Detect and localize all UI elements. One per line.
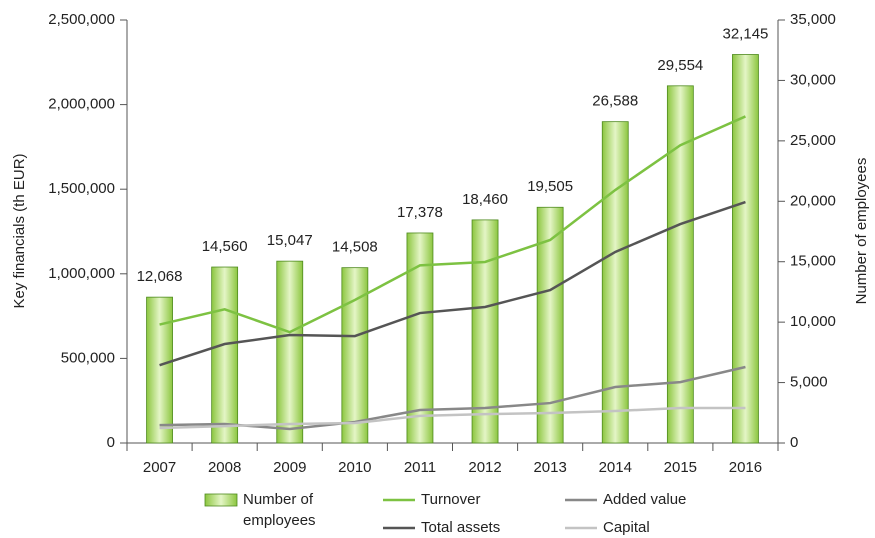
bar-value-label: 26,588 [592,93,638,110]
bar-value-label: 32,145 [723,25,769,42]
bar [211,266,239,444]
x-tick-label: 2016 [729,459,762,476]
y-axis-title: Key financials (th EUR) [11,153,28,308]
bar-value-label: 29,554 [657,57,703,74]
y-tick-label: 2,000,000 [48,96,115,113]
bar [341,267,369,444]
y2-tick-label: 5,000 [790,374,828,391]
line [159,365,746,431]
bar [146,296,173,444]
bar-value-label: 14,560 [202,238,248,255]
y2-tick-label: 35,000 [790,11,836,28]
bar [601,121,629,444]
x-tick-label: 2013 [533,459,566,476]
line [159,115,746,334]
x-tick-label: 2010 [338,459,371,476]
y2-tick-label: 10,000 [790,313,836,330]
y-tick-label: 0 [107,434,115,451]
x-tick-label: 2015 [664,459,697,476]
x-tick-label: 2012 [468,459,501,476]
x-tick-label: 2008 [208,459,241,476]
line [159,200,746,367]
x-tick-label: 2014 [599,459,632,476]
y2-tick-label: 0 [790,434,798,451]
bar-value-label: 19,505 [527,178,573,195]
x-tick-label: 2011 [404,459,436,476]
legend-label: Capital [603,519,650,536]
bar-value-label: 14,508 [332,239,378,256]
bar [732,54,759,444]
y-tick-label: 500,000 [61,349,115,366]
legend-label: Turnover [421,491,481,508]
bar-value-label: 15,047 [267,232,313,249]
bar-value-label: 17,378 [397,204,443,221]
y-tick-label: 2,500,000 [48,11,115,28]
line [159,406,746,430]
x-tick-label: 2009 [273,459,306,476]
y-tick-label: 1,500,000 [48,180,115,197]
legend-swatch [204,493,238,507]
y2-tick-label: 15,000 [790,253,836,270]
bar [406,232,434,444]
legend-label: Added value [603,491,687,508]
bar-value-label: 18,460 [462,191,508,208]
y2-tick-label: 25,000 [790,132,836,149]
bar [471,219,499,444]
bar-value-label: 12,068 [137,268,183,285]
legend-label: Total assets [421,519,501,536]
y2-tick-label: 20,000 [790,192,836,209]
y-tick-label: 1,000,000 [48,265,115,282]
y2-axis-title: Number of employees [853,158,870,305]
y2-tick-label: 30,000 [790,71,836,88]
x-tick-label: 2007 [143,459,176,476]
legend-label: Number of employees [243,491,316,529]
bar [276,260,304,444]
bar [666,85,694,444]
